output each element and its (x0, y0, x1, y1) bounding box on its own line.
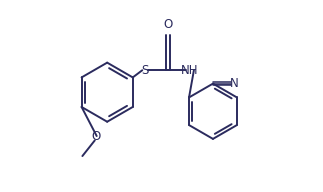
Text: NH: NH (181, 64, 198, 77)
Text: O: O (163, 18, 173, 31)
Text: N: N (230, 77, 238, 90)
Text: O: O (91, 131, 100, 143)
Text: S: S (141, 64, 149, 77)
